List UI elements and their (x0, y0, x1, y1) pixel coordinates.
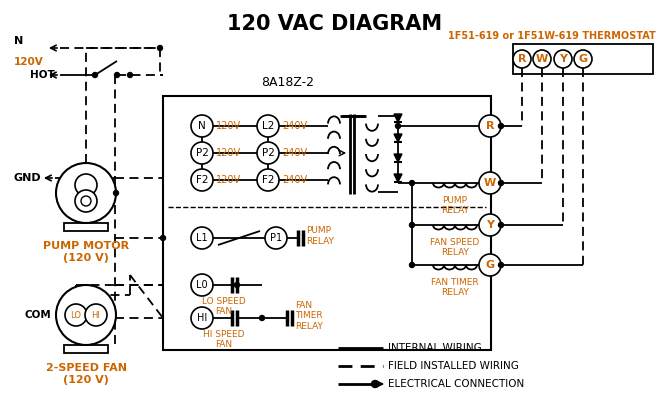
Text: W: W (484, 178, 496, 188)
Circle shape (479, 214, 501, 236)
Text: L1: L1 (196, 233, 208, 243)
Text: R: R (486, 121, 494, 131)
Text: N: N (14, 36, 23, 46)
Text: 8A18Z-2: 8A18Z-2 (261, 76, 314, 89)
Text: P2: P2 (196, 148, 208, 158)
Text: L0: L0 (196, 280, 208, 290)
Circle shape (65, 304, 87, 326)
Text: 120V: 120V (14, 57, 44, 67)
Text: P1: P1 (270, 233, 282, 243)
Text: 120V: 120V (216, 121, 241, 131)
Text: G: G (486, 260, 494, 270)
Circle shape (533, 50, 551, 68)
Circle shape (81, 196, 91, 206)
Text: F2: F2 (196, 175, 208, 185)
Text: HI: HI (197, 313, 207, 323)
Polygon shape (394, 114, 402, 122)
Text: COM: COM (24, 310, 51, 320)
Circle shape (371, 380, 379, 388)
Circle shape (191, 227, 213, 249)
Text: L2: L2 (262, 121, 274, 131)
Polygon shape (394, 154, 402, 162)
Circle shape (191, 274, 213, 296)
Bar (513, 44, 653, 74)
Circle shape (498, 262, 503, 267)
Text: LO SPEED
FAN: LO SPEED FAN (202, 297, 246, 316)
Text: FAN
TIMER
RELAY: FAN TIMER RELAY (295, 301, 323, 331)
Text: 120V: 120V (216, 175, 241, 185)
Circle shape (191, 142, 213, 164)
Circle shape (92, 72, 98, 78)
Text: LO: LO (70, 310, 82, 320)
Circle shape (479, 254, 501, 276)
Circle shape (498, 181, 503, 186)
Polygon shape (394, 174, 402, 182)
Text: HI: HI (92, 310, 100, 320)
Text: 120 VAC DIAGRAM: 120 VAC DIAGRAM (227, 14, 443, 34)
Circle shape (395, 124, 401, 129)
Text: 240V: 240V (282, 148, 307, 158)
Text: P2: P2 (261, 148, 275, 158)
Text: 2-SPEED FAN
(120 V): 2-SPEED FAN (120 V) (46, 363, 127, 385)
Circle shape (409, 262, 415, 267)
Text: ELECTRICAL CONNECTION: ELECTRICAL CONNECTION (388, 379, 524, 389)
Circle shape (115, 72, 119, 78)
Text: INTERNAL WIRING: INTERNAL WIRING (388, 343, 482, 353)
Circle shape (56, 285, 116, 345)
Bar (163, 96, 491, 350)
Text: G: G (578, 54, 588, 64)
Text: Y: Y (486, 220, 494, 230)
Text: F2: F2 (262, 175, 274, 185)
Circle shape (113, 191, 119, 196)
Circle shape (479, 172, 501, 194)
Circle shape (75, 174, 97, 196)
Circle shape (513, 50, 531, 68)
Text: FIELD INSTALLED WIRING: FIELD INSTALLED WIRING (388, 361, 519, 371)
Text: PUMP
RELAY: PUMP RELAY (306, 226, 334, 246)
Text: R: R (518, 54, 526, 64)
Circle shape (409, 181, 415, 186)
Circle shape (554, 50, 572, 68)
Circle shape (479, 115, 501, 137)
Circle shape (498, 222, 503, 228)
Circle shape (409, 222, 415, 228)
Text: W: W (536, 54, 548, 64)
Bar (64, 223, 108, 231)
Circle shape (191, 169, 213, 191)
Text: PUMP MOTOR
(120 V): PUMP MOTOR (120 V) (43, 241, 129, 263)
Text: FAN TIMER
RELAY: FAN TIMER RELAY (431, 278, 479, 297)
Circle shape (161, 235, 165, 241)
Text: N: N (198, 121, 206, 131)
Circle shape (234, 282, 239, 287)
Text: HOT: HOT (30, 70, 55, 80)
Circle shape (127, 72, 133, 78)
Text: 240V: 240V (282, 175, 307, 185)
Circle shape (75, 190, 97, 212)
Text: PUMP
RELAY: PUMP RELAY (441, 196, 469, 215)
Text: GND: GND (14, 173, 42, 183)
Circle shape (191, 307, 213, 329)
Circle shape (157, 46, 163, 51)
Circle shape (257, 142, 279, 164)
Text: HI SPEED
FAN: HI SPEED FAN (203, 330, 245, 349)
Circle shape (85, 304, 107, 326)
Text: 120V: 120V (216, 148, 241, 158)
Text: 240V: 240V (282, 121, 307, 131)
Circle shape (259, 316, 265, 321)
Circle shape (257, 115, 279, 137)
Text: 1F51-619 or 1F51W-619 THERMOSTAT: 1F51-619 or 1F51W-619 THERMOSTAT (448, 31, 656, 41)
Bar (64, 345, 108, 353)
Text: Y: Y (559, 54, 567, 64)
Circle shape (191, 115, 213, 137)
Circle shape (56, 163, 116, 223)
Circle shape (498, 124, 503, 129)
Circle shape (574, 50, 592, 68)
Circle shape (257, 169, 279, 191)
Polygon shape (394, 134, 402, 142)
Text: FAN SPEED
RELAY: FAN SPEED RELAY (430, 238, 480, 257)
Circle shape (265, 227, 287, 249)
